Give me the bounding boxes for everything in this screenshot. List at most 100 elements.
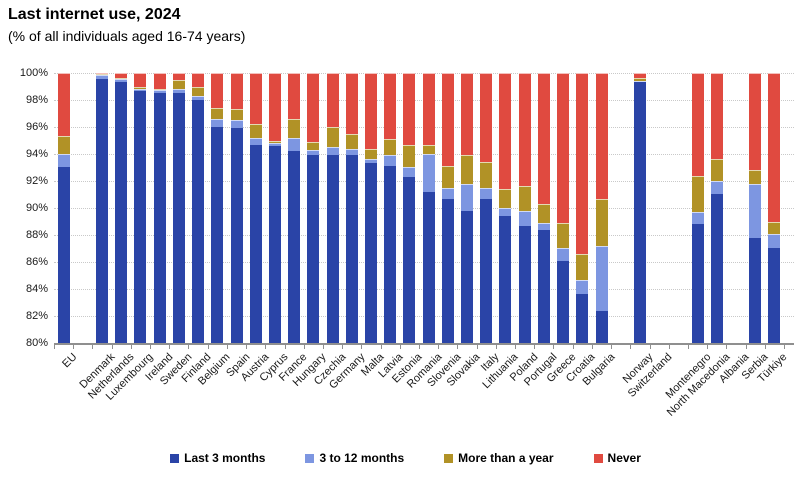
segment-more-than-a-year-finland (192, 86, 205, 96)
x-axis-tick (515, 345, 517, 349)
y-axis-tick-label: 96% (25, 120, 48, 133)
legend-label-more-than-a-year: More than a year (458, 451, 554, 465)
x-axis-tick (380, 345, 382, 349)
segment-more-than-a-year-austria (249, 124, 262, 138)
bar-poland (518, 73, 531, 343)
segment-never-portugal (537, 73, 550, 204)
segment-never-lithuania (499, 73, 512, 190)
legend-item-more-than-a-year: More than a year (444, 451, 554, 465)
segment-never-denmark (96, 73, 109, 74)
segment-never-italy (480, 73, 493, 163)
segment-more-than-a-year-greece (557, 222, 570, 249)
legend-label-never: Never (607, 451, 641, 465)
segment-last-3-months-poland (518, 225, 531, 343)
y-axis-tick-label: 84% (25, 282, 48, 295)
segment-3-to-12-months-portugal (537, 222, 550, 230)
segment-3-to-12-months-malta (364, 159, 377, 164)
y-axis-tick-label: 88% (25, 228, 48, 241)
x-axis-tick (54, 345, 55, 349)
segment-more-than-a-year-cyprus (268, 140, 281, 144)
segment-3-to-12-months-montenegro (691, 212, 704, 225)
segment-never-north-macedonia (710, 73, 723, 160)
segment-last-3-months-finland (192, 99, 205, 343)
segment-never-norway (633, 73, 646, 79)
legend-swatch-last-3-months (170, 453, 180, 463)
legend-swatch-3-to-12-months (305, 453, 315, 463)
segment-last-3-months-spain (230, 128, 243, 343)
legend: Last 3 months 3 to 12 months More than a y… (0, 451, 811, 465)
bar-lithuania (499, 73, 512, 343)
x-axis-tick (707, 345, 709, 349)
segment-never-slovakia (461, 73, 474, 156)
segment-last-3-months-montenegro (691, 224, 704, 343)
y-axis-tick-label: 80% (25, 336, 48, 349)
legend-item-last-3-months: Last 3 months (170, 451, 265, 465)
bar-sweden (172, 73, 185, 343)
segment-more-than-a-year-hungary (307, 141, 320, 150)
y-axis-tick-label: 86% (25, 255, 48, 268)
x-axis-tick (668, 345, 670, 349)
bar-romania (422, 73, 435, 343)
segment-last-3-months-north-macedonia (710, 194, 723, 343)
bar-france (288, 73, 301, 343)
segment-last-3-months-italy (480, 198, 493, 343)
segment-3-to-12-months-bulgaria (595, 245, 608, 311)
segment-3-to-12-months-spain (230, 120, 243, 129)
x-axis-tick (764, 345, 766, 349)
segment-more-than-a-year-slovakia (461, 155, 474, 184)
legend-item-never: Never (593, 451, 641, 465)
segment-more-than-a-year-sweden (172, 79, 185, 90)
segment-last-3-months-hungary (307, 155, 320, 343)
x-axis-tick (265, 345, 267, 349)
segment-never-serbia (749, 73, 762, 171)
x-axis-tick (591, 345, 593, 349)
segment-last-3-months-lithuania (499, 216, 512, 343)
segment-last-3-months-norway (633, 82, 646, 343)
segment-last-3-months-romania (422, 191, 435, 343)
segment-more-than-a-year-slovenia (441, 166, 454, 188)
segment-3-to-12-months-serbia (749, 183, 762, 238)
bar-portugal (537, 73, 550, 343)
y-axis-tick-label: 98% (25, 93, 48, 106)
segment-more-than-a-year-ireland (153, 89, 166, 91)
bar-bulgaria (595, 73, 608, 343)
segment-3-to-12-months-poland (518, 210, 531, 226)
x-axis-tick (534, 345, 536, 349)
chart-title: Last internet use, 2024 (8, 6, 181, 23)
segment-never-estonia (403, 73, 416, 145)
segment-last-3-months-luxembourg (134, 90, 147, 343)
segment-more-than-a-year-bulgaria (595, 198, 608, 246)
segment-last-3-months-malta (364, 163, 377, 343)
bar-austria (249, 73, 262, 343)
segment-never-netherlands (115, 73, 128, 79)
bar-greece (557, 73, 570, 343)
segment-more-than-a-year-malta (364, 148, 377, 160)
segment-never-greece (557, 73, 570, 223)
x-axis-tick (438, 345, 440, 349)
x-axis-tick (284, 345, 286, 349)
segment-last-3-months-sweden (172, 93, 185, 343)
x-axis-tick (207, 345, 209, 349)
bar-slovenia (441, 73, 454, 343)
segment-more-than-a-year-denmark (96, 74, 109, 75)
x-axis-tick (611, 345, 613, 349)
segment-3-to-12-months-ireland (153, 90, 166, 93)
segment-last-3-months-estonia (403, 176, 416, 343)
segment-3-to-12-months-greece (557, 248, 570, 261)
segment-more-than-a-year-latvia (384, 139, 397, 156)
bar-norway (633, 73, 646, 343)
bar-italy (480, 73, 493, 343)
x-axis-tick (726, 345, 728, 349)
segment-last-3-months-greece (557, 260, 570, 343)
segment-3-to-12-months-croatia (576, 279, 589, 295)
segment-never-latvia (384, 73, 397, 140)
bar-t-rkiye (768, 73, 781, 343)
x-axis-tick (342, 345, 344, 349)
segment-never-belgium (211, 73, 224, 109)
bar-malta (364, 73, 377, 343)
segment-never-romania (422, 73, 435, 145)
bar-denmark (96, 73, 109, 343)
segment-more-than-a-year-spain (230, 109, 243, 121)
x-axis-tick (784, 345, 785, 349)
